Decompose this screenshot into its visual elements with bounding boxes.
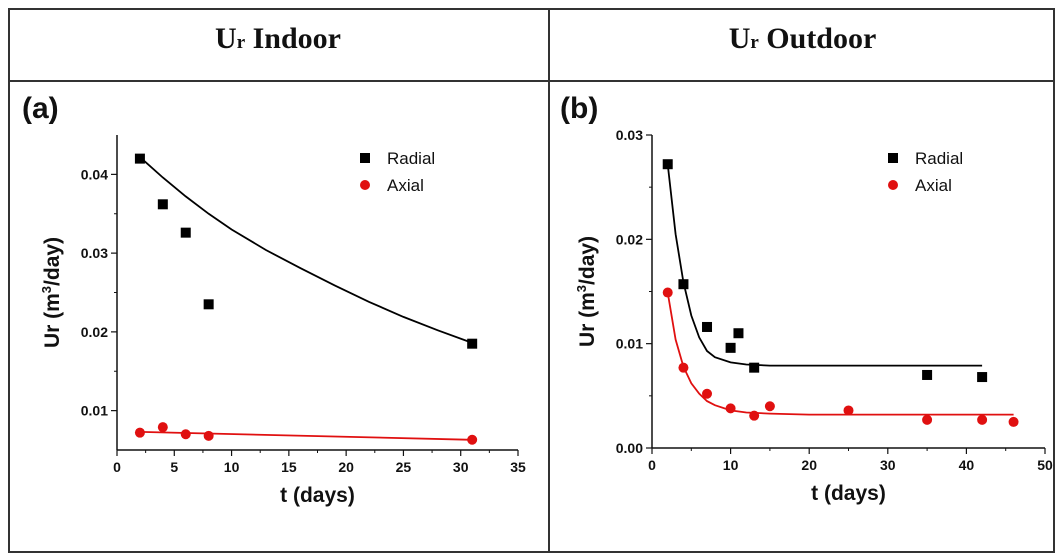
y-tick-label: 0.01 xyxy=(81,403,108,419)
radial-point xyxy=(922,369,933,380)
header-indoor-main: U xyxy=(215,22,237,55)
header-outdoor-sub: r xyxy=(750,32,759,53)
axial-point xyxy=(1008,416,1019,427)
legend-radial-label: Radial xyxy=(387,149,435,168)
x-tick-label: 15 xyxy=(281,459,297,475)
y-axis-label-superscript: 3 xyxy=(574,285,589,292)
x-tick-label: 10 xyxy=(224,459,240,475)
radial-point xyxy=(977,372,988,383)
y-axis-label: Ur (m3/day) xyxy=(39,237,64,348)
axial-point xyxy=(749,410,760,421)
header-outdoor: Ur Outdoor xyxy=(550,22,1055,56)
x-tick-label: 20 xyxy=(801,457,817,473)
axial-point xyxy=(702,388,713,399)
y-axis-label: Ur (m3/day) xyxy=(574,236,599,347)
axial-point xyxy=(180,429,191,440)
radial-point xyxy=(725,342,736,353)
y-axis-label-superscript: 3 xyxy=(39,286,54,293)
radial-point xyxy=(678,279,689,290)
y-tick-label: 0.04 xyxy=(81,166,108,182)
x-axis-label: t (days) xyxy=(280,484,355,507)
radial-point xyxy=(467,338,478,349)
y-tick-label: 0.03 xyxy=(616,127,643,143)
radial-point xyxy=(157,199,168,210)
axial-point xyxy=(922,414,933,425)
y-axis-label-text: Ur (m xyxy=(41,293,64,348)
legend-radial-label: Radial xyxy=(915,149,963,168)
y-tick-label: 0.02 xyxy=(81,324,108,340)
header-indoor-sub: r xyxy=(236,32,246,53)
axial-point xyxy=(662,287,673,298)
x-tick-label: 0 xyxy=(648,457,656,473)
chart-b: 0 10 20 30 40 50 0.00 0.01 0.02 0.03 t (days) Ur (m… xyxy=(574,127,1053,505)
radial-point xyxy=(749,362,760,373)
axial-point xyxy=(203,430,214,441)
x-tick-label: 40 xyxy=(959,457,975,473)
legend-radial-marker xyxy=(888,153,898,163)
axial-point xyxy=(467,434,478,445)
x-tick-label: 35 xyxy=(510,459,526,475)
axial-point xyxy=(843,405,854,416)
y-tick-label: 0.01 xyxy=(616,336,643,352)
axial-point xyxy=(157,422,168,433)
y-tick-label: 0.02 xyxy=(616,231,643,247)
panel-label-b: (b) xyxy=(560,92,599,125)
radial-point xyxy=(662,159,673,170)
legend-axial-marker xyxy=(888,180,898,190)
axial-point xyxy=(977,414,988,425)
header-indoor: Ur Indoor xyxy=(8,22,548,56)
radial-point xyxy=(733,328,744,339)
x-tick-label: 5 xyxy=(170,459,178,475)
axial-point xyxy=(678,362,689,373)
x-tick-label: 50 xyxy=(1037,457,1053,473)
y-axis-label-unit: /day) xyxy=(576,236,599,285)
axial-fit-line xyxy=(666,292,1014,416)
axial-fit-line xyxy=(139,431,473,441)
legend-axial-label: Axial xyxy=(915,176,952,195)
header-outdoor-main: U xyxy=(728,22,751,55)
radial-fit-line xyxy=(139,156,473,344)
header-divider xyxy=(8,80,1055,82)
header-indoor-rest: Indoor xyxy=(245,22,341,55)
radial-point xyxy=(180,227,191,238)
x-tick-label: 25 xyxy=(396,459,412,475)
legend-axial-marker xyxy=(360,180,370,190)
x-axis-label: t (days) xyxy=(811,482,886,505)
y-tick-label: 0.00 xyxy=(616,440,643,456)
radial-point xyxy=(134,153,145,164)
radial-point xyxy=(203,299,214,310)
chart-a: 0 5 10 15 20 25 30 35 0.01 0.02 0.03 0.04 t (days) Ur… xyxy=(39,135,526,507)
axial-point xyxy=(134,427,145,438)
radial-point xyxy=(702,321,713,332)
axial-point xyxy=(764,401,775,412)
x-tick-label: 10 xyxy=(723,457,739,473)
y-axis-label-unit: /day) xyxy=(41,237,64,286)
x-tick-label: 0 xyxy=(113,459,121,475)
panel-label-a: (a) xyxy=(22,92,59,125)
y-axis-label-text: Ur (m xyxy=(576,292,599,347)
x-tick-label: 30 xyxy=(453,459,469,475)
axial-point xyxy=(725,403,736,414)
y-tick-label: 0.03 xyxy=(81,245,108,261)
legend-axial-label: Axial xyxy=(387,176,424,195)
x-tick-label: 30 xyxy=(880,457,896,473)
legend-radial-marker xyxy=(360,153,370,163)
header-outdoor-rest: Outdoor xyxy=(758,22,877,55)
figure-frame xyxy=(8,8,1055,553)
x-tick-label: 20 xyxy=(338,459,354,475)
panel-divider xyxy=(548,8,550,553)
